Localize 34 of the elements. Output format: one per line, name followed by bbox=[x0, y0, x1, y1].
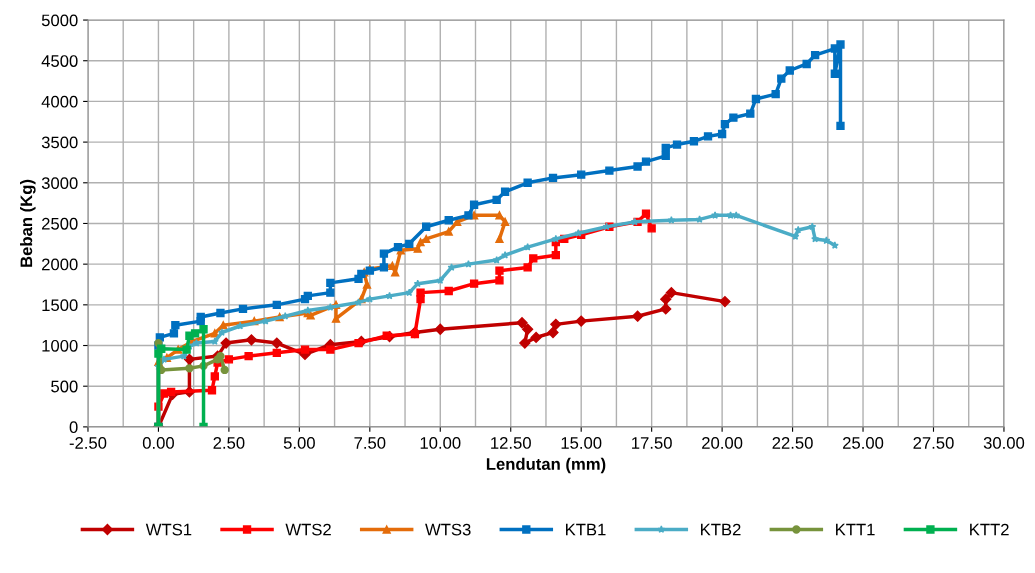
legend-label: WTS3 bbox=[425, 523, 471, 536]
legend-label: WTS1 bbox=[145, 523, 192, 536]
y-tick-label: 2500 bbox=[42, 217, 78, 230]
legend-label: KTT2 bbox=[970, 523, 1009, 536]
x-tick-label: 27.50 bbox=[913, 437, 954, 449]
x-tick-label: 20.00 bbox=[702, 437, 743, 449]
x-tick-label: 5.00 bbox=[283, 437, 315, 449]
y-tick-label: 4500 bbox=[41, 55, 78, 67]
x-tick-label: 17.50 bbox=[632, 437, 672, 449]
x-tick-label: 22.50 bbox=[772, 437, 813, 449]
x-tick-label: 15.00 bbox=[561, 437, 602, 449]
y-tick-label: 0 bbox=[69, 421, 78, 434]
x-tick-label: 2.50 bbox=[213, 437, 245, 449]
y-tick-label: 3000 bbox=[41, 177, 78, 189]
legend-label: KTB1 bbox=[566, 523, 606, 536]
y-tick-label: 500 bbox=[51, 380, 78, 393]
y-tick-label: 2000 bbox=[42, 258, 78, 271]
y-tick-label: 1500 bbox=[42, 299, 78, 312]
legend-label: KTB2 bbox=[701, 523, 741, 536]
x-tick-label: 25.00 bbox=[843, 437, 884, 449]
y-tick-label: 1000 bbox=[42, 339, 78, 352]
x-tick-label: -2.50 bbox=[69, 437, 107, 449]
y-tick-label: 4000 bbox=[41, 95, 78, 108]
x-axis-title: Lendutan (mm) bbox=[486, 457, 606, 474]
y-tick-label: 3500 bbox=[41, 136, 78, 149]
legend-label: WTS2 bbox=[285, 523, 331, 536]
legend-label: KTT1 bbox=[836, 523, 875, 536]
x-tick-label: 10.00 bbox=[420, 437, 461, 449]
x-tick-label: 7.50 bbox=[354, 437, 386, 449]
x-tick-label: 0.00 bbox=[142, 437, 174, 449]
x-tick-label: 30.00 bbox=[983, 437, 1025, 449]
y-tick-label: 5000 bbox=[41, 14, 78, 27]
x-tick-label: 12.50 bbox=[491, 437, 531, 449]
y-axis-title: Beban (Kg) bbox=[20, 179, 36, 267]
